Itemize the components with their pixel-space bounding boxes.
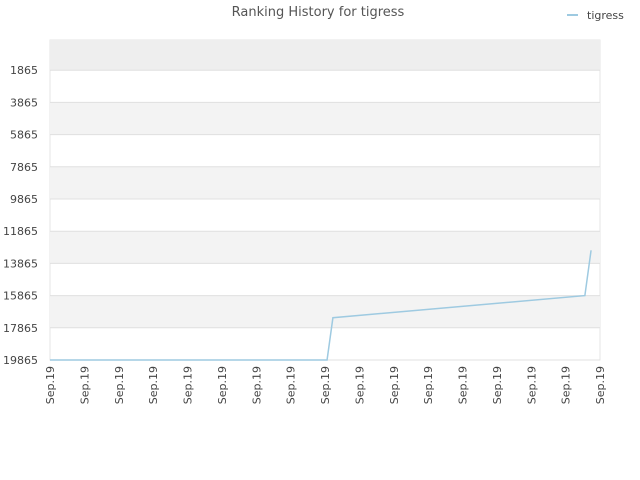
y-tick-label: 9865	[10, 193, 38, 206]
plot-band	[50, 102, 600, 135]
x-tick-label: Sep.19	[388, 366, 401, 404]
y-tick-label: 1865	[10, 64, 38, 77]
x-tick-label: Sep.19	[594, 366, 607, 404]
x-tick-label: Sep.19	[457, 366, 470, 404]
x-tick-label: Sep.19	[182, 366, 195, 404]
y-tick-label: 15865	[3, 290, 38, 303]
plot-band	[50, 231, 600, 264]
y-tick-label: 19865	[3, 354, 38, 367]
x-tick-label: Sep.19	[285, 366, 298, 404]
y-tick-label: 13865	[3, 257, 38, 270]
y-tick-label: 17865	[3, 322, 38, 335]
y-tick-label: 3865	[10, 96, 38, 109]
x-tick-label: Sep.19	[422, 366, 435, 404]
x-tick-label: Sep.19	[525, 366, 538, 404]
x-tick-label: Sep.19	[353, 366, 366, 404]
x-tick-label: Sep.19	[491, 366, 504, 404]
x-tick-label: Sep.19	[560, 366, 573, 404]
x-tick-label: Sep.19	[113, 366, 126, 404]
plot-band	[50, 295, 600, 328]
series-line	[50, 250, 592, 361]
x-tick-label: Sep.19	[319, 366, 332, 404]
x-tick-label: Sep.19	[147, 366, 160, 404]
x-tick-label: Sep.19	[78, 366, 91, 404]
legend-label: tigress	[587, 9, 624, 22]
chart-title: Ranking History for tigress	[232, 5, 405, 20]
x-tick-label: Sep.19	[250, 366, 263, 404]
y-tick-label: 5865	[10, 129, 38, 142]
y-tick-label: 11865	[3, 225, 38, 238]
x-tick-label: Sep.19	[44, 366, 57, 404]
plot-band	[50, 166, 600, 199]
x-tick-label: Sep.19	[216, 366, 229, 404]
plot-band	[50, 40, 600, 71]
y-tick-label: 7865	[10, 161, 38, 174]
